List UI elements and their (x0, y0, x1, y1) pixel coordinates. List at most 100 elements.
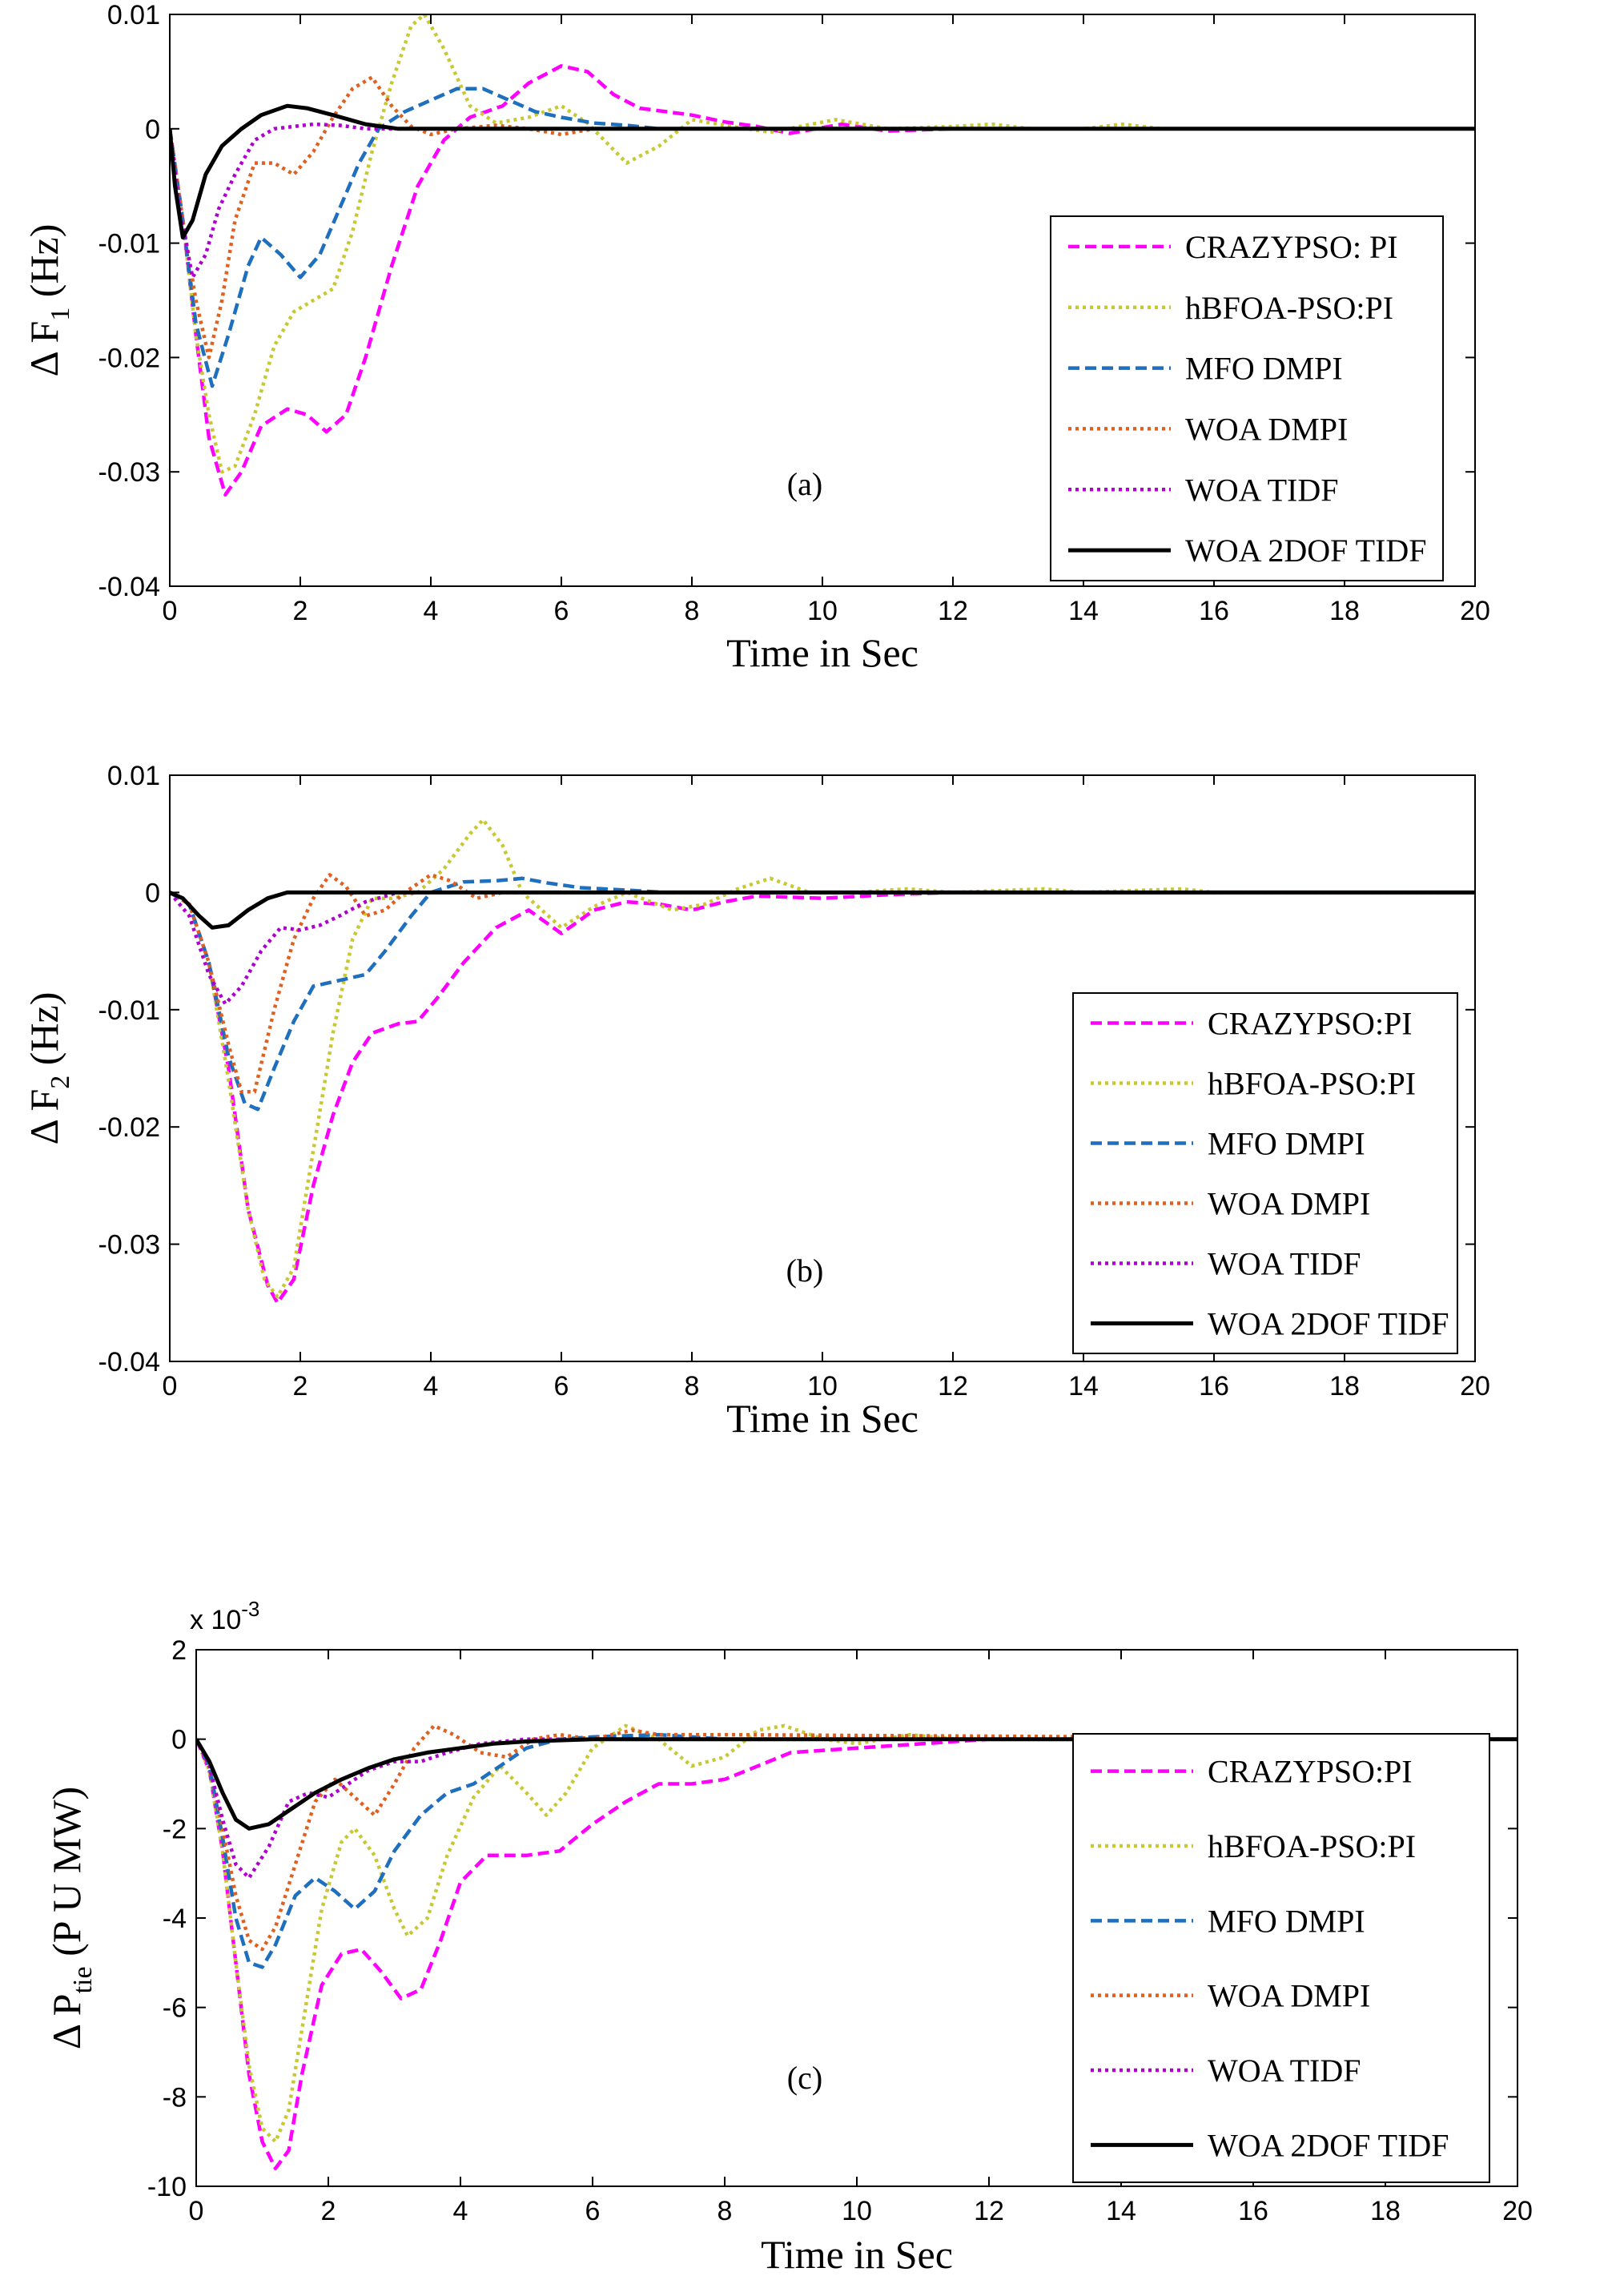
y-tick-label: -0.02 (98, 343, 161, 373)
legend-label: WOA DMPI (1208, 1186, 1370, 1222)
series-line-5 (170, 122, 1475, 279)
y-tick-label: -0.04 (98, 1347, 161, 1377)
legend: CRAZYPSO:PI hBFOA-PSO:PI MFO DMPI WOA DMPI W… (1072, 1733, 1490, 2183)
x-tick-label: 4 (453, 2196, 468, 2226)
series-line-1 (170, 64, 1475, 497)
x-tick-label: 6 (554, 1371, 569, 1401)
chart-panel-2: 0 2 4 6 8 10 12 14 16 18 20 -0.04 -0.03 -0.02 -0.01 0 0.… (22, 761, 1490, 1441)
x-tick-label: 12 (974, 2196, 1004, 2226)
x-tick-label: 6 (585, 2196, 601, 2226)
x-tick-label: 20 (1502, 2196, 1533, 2226)
y-tick-label: -0.04 (98, 572, 161, 602)
legend-label: CRAZYPSO:PI (1208, 1754, 1413, 1790)
legend-label: hBFOA-PSO:PI (1208, 1066, 1416, 1102)
x-tick-label: 16 (1238, 2196, 1268, 2226)
y-tick-label: 0 (171, 1725, 187, 1755)
legend-box (1072, 1733, 1490, 2183)
x-tick-label: 20 (1460, 596, 1490, 626)
x-tick-label: 16 (1199, 1371, 1229, 1401)
x-tick-label: 10 (807, 1371, 838, 1401)
y-tick-label: -0.01 (98, 229, 161, 259)
x-tick-label: 14 (1068, 1371, 1099, 1401)
series-line-6 (196, 1737, 1517, 1831)
y-tick-label: 0.01 (107, 761, 160, 791)
x-tick-label: 8 (718, 2196, 733, 2226)
x-tick-label: 12 (938, 596, 968, 626)
y-tick-label: 0 (145, 115, 160, 145)
y-tick-label: -6 (163, 1993, 187, 2024)
y-tick-label: -2 (163, 1814, 187, 1844)
y-tick-label: -0.03 (98, 457, 161, 488)
x-tick-label: 8 (685, 596, 700, 626)
x-tick-label: 18 (1370, 2196, 1401, 2226)
x-tick-label: 14 (1068, 596, 1099, 626)
legend: CRAZYPSO: PI hBFOA-PSO:PI MFO DMPI WOA DMPI… (1050, 215, 1444, 581)
x-tick-label: 4 (424, 596, 439, 626)
legend-label: CRAZYPSO: PI (1185, 229, 1398, 265)
series-line-6 (170, 103, 1475, 239)
series-line-4 (170, 873, 1475, 1094)
series-line-3 (170, 86, 1475, 388)
legend-label: hBFOA-PSO:PI (1185, 290, 1393, 326)
x-tick-label: 2 (321, 2196, 336, 2226)
series-line-1 (196, 1737, 1517, 2170)
series-group (170, 14, 1475, 497)
series-line-2 (170, 14, 1475, 474)
legend: CRAZYPSO:PI hBFOA-PSO:PI MFO DMPI WOA DMPI W… (1072, 992, 1458, 1354)
x-tick-label: 18 (1329, 596, 1360, 626)
x-tick-label: 2 (293, 1371, 308, 1401)
y-tick-label: -8 (163, 2082, 187, 2113)
legend-label: CRAZYPSO:PI (1208, 1006, 1413, 1042)
legend-label: WOA TIDF (1208, 2053, 1361, 2089)
x-axis-title: Time in Sec (726, 1396, 919, 1441)
series-line-2 (170, 818, 1475, 1299)
y-tick-label: 0.01 (107, 0, 160, 30)
y-tick-label: -4 (163, 1904, 187, 1934)
y-tick-label: 0 (145, 878, 160, 908)
x-tick-label: 12 (938, 1371, 968, 1401)
x-tick-label: 10 (842, 2196, 872, 2226)
legend-label: MFO DMPI (1185, 351, 1343, 387)
series-line-4 (170, 75, 1475, 360)
panel-annotation: (c) (787, 2060, 822, 2096)
y-tick-label: -0.03 (98, 1230, 161, 1261)
x-tick-label: 6 (554, 596, 569, 626)
x-tick-label: 2 (293, 596, 308, 626)
series-line-3 (196, 1732, 1517, 1969)
y-axis-title: Δ F1 (Hz) (22, 224, 75, 377)
series-line-5 (170, 891, 1475, 1006)
x-tick-label: 0 (189, 2196, 204, 2226)
legend-label: WOA TIDF (1185, 472, 1338, 508)
legend-box (1072, 992, 1458, 1354)
chart-panel-1: 0 2 4 6 8 10 12 14 16 18 20 -0.04 -0.03 -0.02 -0.01 0 0.… (22, 0, 1490, 675)
y-axis-title: Δ F2 (Hz) (22, 992, 75, 1145)
x-tick-label: 14 (1106, 2196, 1136, 2226)
y-tick-label: -0.01 (98, 995, 161, 1026)
legend-label: MFO DMPI (1208, 1903, 1365, 1939)
x-tick-label: 4 (424, 1371, 439, 1401)
y-tick-label: -10 (147, 2172, 187, 2202)
x-tick-label: 18 (1329, 1371, 1360, 1401)
y-tick-label: -0.02 (98, 1112, 161, 1143)
legend-box (1050, 215, 1444, 581)
x-tick-label: 16 (1199, 596, 1229, 626)
x-tick-label: 8 (685, 1371, 700, 1401)
legend-label: WOA DMPI (1185, 411, 1348, 447)
x-tick-label: 0 (163, 596, 178, 626)
legend-label: MFO DMPI (1208, 1126, 1365, 1162)
legend-label: hBFOA-PSO:PI (1208, 1828, 1416, 1864)
series-line-3 (170, 876, 1475, 1112)
legend-label: WOA TIDF (1208, 1246, 1361, 1282)
panel-annotation: (b) (786, 1253, 824, 1289)
series-line-6 (170, 890, 1475, 930)
legend-label: WOA 2DOF TIDF (1185, 533, 1427, 569)
y-axis-title: Δ Ptie (P U MW) (44, 1787, 98, 2049)
y-tick-label: 2 (171, 1635, 187, 1666)
legend-label: WOA 2DOF TIDF (1208, 2127, 1449, 2163)
legend-label: WOA 2DOF TIDF (1208, 1306, 1449, 1342)
x-tick-label: 10 (807, 596, 838, 626)
legend-label: WOA DMPI (1208, 1978, 1370, 2014)
x-tick-label: 0 (163, 1371, 178, 1401)
